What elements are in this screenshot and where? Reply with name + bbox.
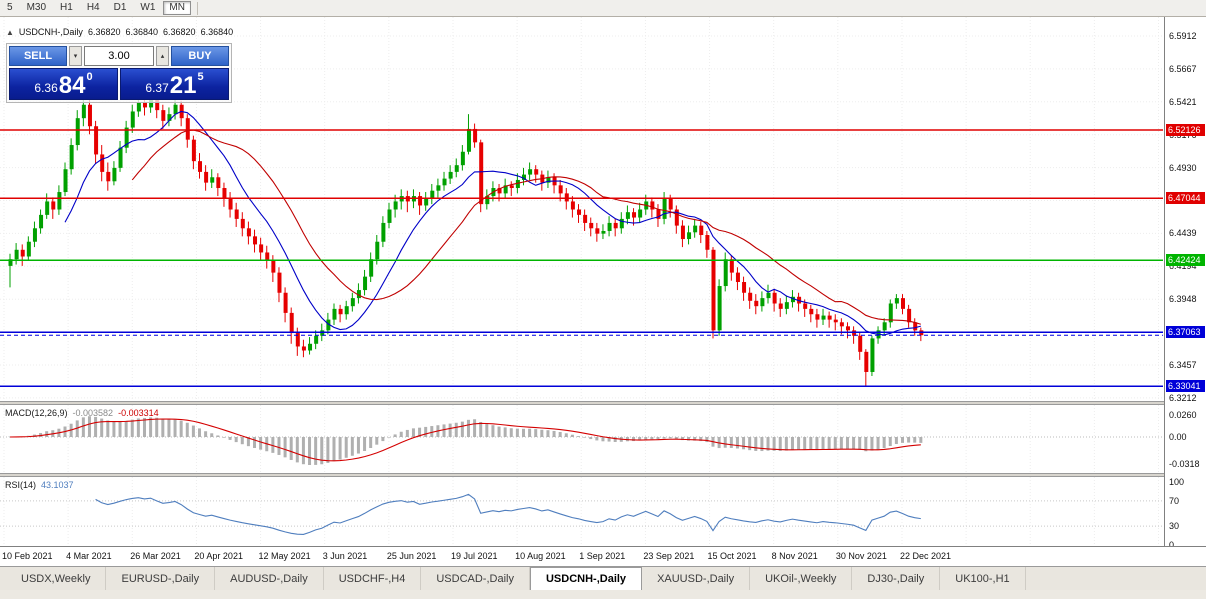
time-axis-label: 19 Jul 2021 (450, 551, 498, 561)
time-axis-label: 12 May 2021 (258, 551, 311, 561)
ohlc-info-bar: ▲ USDCNH-,Daily 6.36820 6.36840 6.36820 … (6, 27, 233, 37)
lot-increase-button[interactable]: ▴ (156, 46, 169, 66)
time-axis-label: 26 Mar 2021 (130, 551, 181, 561)
price-axis-label: 6.5421 (1169, 96, 1197, 107)
time-axis-label: 22 Dec 2021 (899, 551, 951, 561)
price-axis-label: 6.4439 (1169, 228, 1197, 239)
price-level-badge: 6.37063 (1166, 326, 1205, 339)
rsi-indicator-canvas[interactable] (0, 477, 1163, 546)
macd-main-value: -0.003582 (72, 408, 114, 418)
macd-axis-label: 0.0260 (1169, 410, 1197, 420)
close-value: 6.36840 (200, 27, 234, 37)
high-value: 6.36840 (125, 27, 159, 37)
chart-symbol-label: USDCNH-,Daily (18, 27, 83, 37)
price-axis-label: 6.5667 (1169, 63, 1197, 74)
time-axis[interactable]: 10 Feb 2021 4 Mar 2021 26 Mar 2021 20 Apr 2… (0, 546, 1206, 566)
chart-tab-usdx[interactable]: USDX,Weekly (6, 567, 107, 590)
chart-tab-bar: USDX,Weekly EURUSD-,Daily AUDUSD-,Daily USD… (0, 566, 1206, 590)
timeframe-button-m30[interactable]: M30 (26, 2, 47, 13)
sell-price-pipette: 0 (86, 71, 93, 83)
buy-price-big: 21 (169, 72, 197, 99)
chart-tab-uk100-[interactable]: UK100-,H1 (940, 567, 1026, 590)
buy-price-display[interactable]: 6.37 21 5 (120, 68, 229, 100)
price-level-badge: 6.33041 (1166, 380, 1205, 393)
timeframe-button-d1[interactable]: D1 (113, 2, 127, 13)
macd-signal-value: -0.003314 (118, 408, 159, 418)
time-axis-label: 10 Feb 2021 (2, 551, 53, 561)
rsi-axis-label: 70 (1169, 496, 1180, 506)
price-level-badge: 6.42424 (1166, 254, 1205, 267)
timeframe-button-w1[interactable]: W1 (140, 2, 156, 13)
time-axis-label: 23 Sep 2021 (643, 551, 695, 561)
toolbar-separator (196, 1, 198, 15)
time-axis-label: 30 Nov 2021 (835, 551, 887, 561)
time-axis-label: 4 Mar 2021 (66, 551, 112, 561)
chart-tab-usdchf-[interactable]: USDCHF-,H4 (324, 567, 422, 590)
time-axis-label: 8 Nov 2021 (771, 551, 818, 561)
price-axis[interactable]: 6.59126.56676.54216.51766.49306.46856.44… (1164, 17, 1206, 550)
macd-axis-label: -0.0318 (1169, 459, 1200, 469)
buy-price-prefix: 6.37 (145, 81, 169, 95)
chart-tab-ukoil-[interactable]: UKOil-,Weekly (750, 567, 853, 590)
low-value: 6.36820 (163, 27, 196, 37)
lot-decrease-button[interactable]: ▾ (69, 46, 82, 66)
pane-divider[interactable] (0, 473, 1206, 477)
rsi-axis-label: 30 (1169, 521, 1180, 531)
macd-axis-label: 0.00 (1169, 432, 1187, 442)
lot-size-input[interactable] (84, 46, 154, 66)
macd-indicator-canvas[interactable] (0, 405, 1163, 473)
timeframe-toolbar: 5 M30 H1 H4 D1 W1 MN (0, 0, 1206, 17)
time-axis-label: 3 Jun 2021 (322, 551, 368, 561)
chart-window: ▲ USDCNH-,Daily 6.36820 6.36840 6.36820 … (0, 17, 1206, 566)
time-axis-label: 25 Jun 2021 (386, 551, 437, 561)
buy-price-pipette: 5 (197, 71, 204, 83)
timeframe-button-h1[interactable]: H1 (60, 2, 73, 13)
price-level-badge: 6.47044 (1166, 192, 1205, 205)
rsi-axis-label: 100 (1169, 477, 1185, 487)
one-click-trading-panel: SELL ▾ ▴ BUY 6.36 84 0 6.37 21 5 (6, 43, 232, 103)
chart-tab-xauusd-[interactable]: XAUUSD-,Daily (642, 567, 751, 590)
sell-price-prefix: 6.36 (34, 81, 58, 95)
chart-tab-audusd-[interactable]: AUDUSD-,Daily (215, 567, 324, 590)
price-axis-label: 6.4930 (1169, 162, 1197, 173)
price-chart-canvas[interactable] (0, 17, 1163, 401)
price-level-badge: 6.52126 (1166, 124, 1205, 136)
time-axis-label: 15 Oct 2021 (707, 551, 757, 561)
sell-button[interactable]: SELL (9, 46, 67, 66)
price-axis-label: 6.3457 (1169, 360, 1197, 370)
collapse-panel-icon[interactable]: ▲ (6, 27, 14, 37)
price-axis-label: 6.3948 (1169, 294, 1197, 305)
timeframe-button-h4[interactable]: H4 (86, 2, 100, 13)
price-axis-label: 6.3212 (1169, 392, 1197, 403)
sell-price-display[interactable]: 6.36 84 0 (9, 68, 118, 100)
buy-button[interactable]: BUY (171, 46, 229, 66)
macd-label: MACD(12,26,9) -0.003582 -0.003314 (5, 408, 159, 418)
macd-name: MACD(12,26,9) (5, 408, 68, 418)
time-axis-label: 1 Sep 2021 (579, 551, 626, 561)
time-axis-label: 20 Apr 2021 (194, 551, 243, 561)
price-axis-label: 6.5912 (1169, 31, 1197, 41)
open-value: 6.36820 (87, 27, 121, 37)
rsi-value: 43.1037 (41, 480, 74, 490)
rsi-label: RSI(14) 43.1037 (5, 480, 74, 490)
chart-tab-eurusd-[interactable]: EURUSD-,Daily (106, 567, 216, 590)
rsi-axis-label: 0 (1169, 540, 1175, 550)
rsi-name: RSI(14) (5, 480, 37, 490)
price-axis-label: 6.4194 (1169, 261, 1197, 272)
chart-tab-usdcnh-[interactable]: USDCNH-,Daily (529, 567, 643, 590)
timeframe-button-5[interactable]: 5 (7, 2, 13, 13)
sell-price-big: 84 (58, 72, 86, 99)
chart-tab-usdcad-[interactable]: USDCAD-,Daily (421, 567, 530, 590)
timeframe-button-mn[interactable]: MN (163, 1, 191, 15)
chart-tab-dj30-[interactable]: DJ30-,Daily (852, 567, 941, 590)
time-axis-label: 10 Aug 2021 (515, 551, 566, 561)
pane-divider[interactable] (0, 401, 1206, 405)
